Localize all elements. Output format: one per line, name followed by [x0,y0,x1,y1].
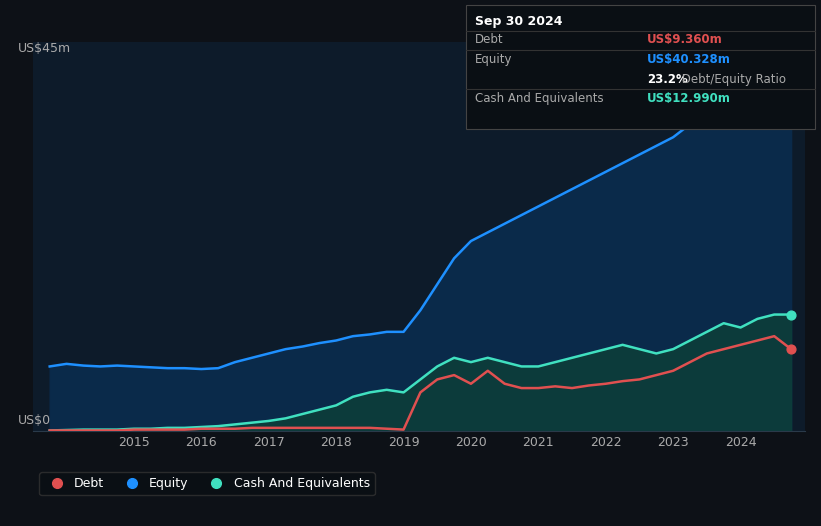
Text: Debt/Equity Ratio: Debt/Equity Ratio [678,73,787,86]
Point [785,310,798,319]
Point [785,64,798,72]
Text: Debt: Debt [475,33,503,46]
Text: US$12.990m: US$12.990m [647,92,731,105]
Legend: Debt, Equity, Cash And Equivalents: Debt, Equity, Cash And Equivalents [39,472,375,495]
Point [785,345,798,353]
Text: Cash And Equivalents: Cash And Equivalents [475,92,603,105]
Text: Sep 30 2024: Sep 30 2024 [475,15,562,28]
Text: Equity: Equity [475,53,512,66]
Text: 23.2%: 23.2% [647,73,688,86]
Text: US$9.360m: US$9.360m [647,33,722,46]
Text: US$40.328m: US$40.328m [647,53,731,66]
Text: US$0: US$0 [17,414,51,428]
Text: US$45m: US$45m [17,42,71,55]
